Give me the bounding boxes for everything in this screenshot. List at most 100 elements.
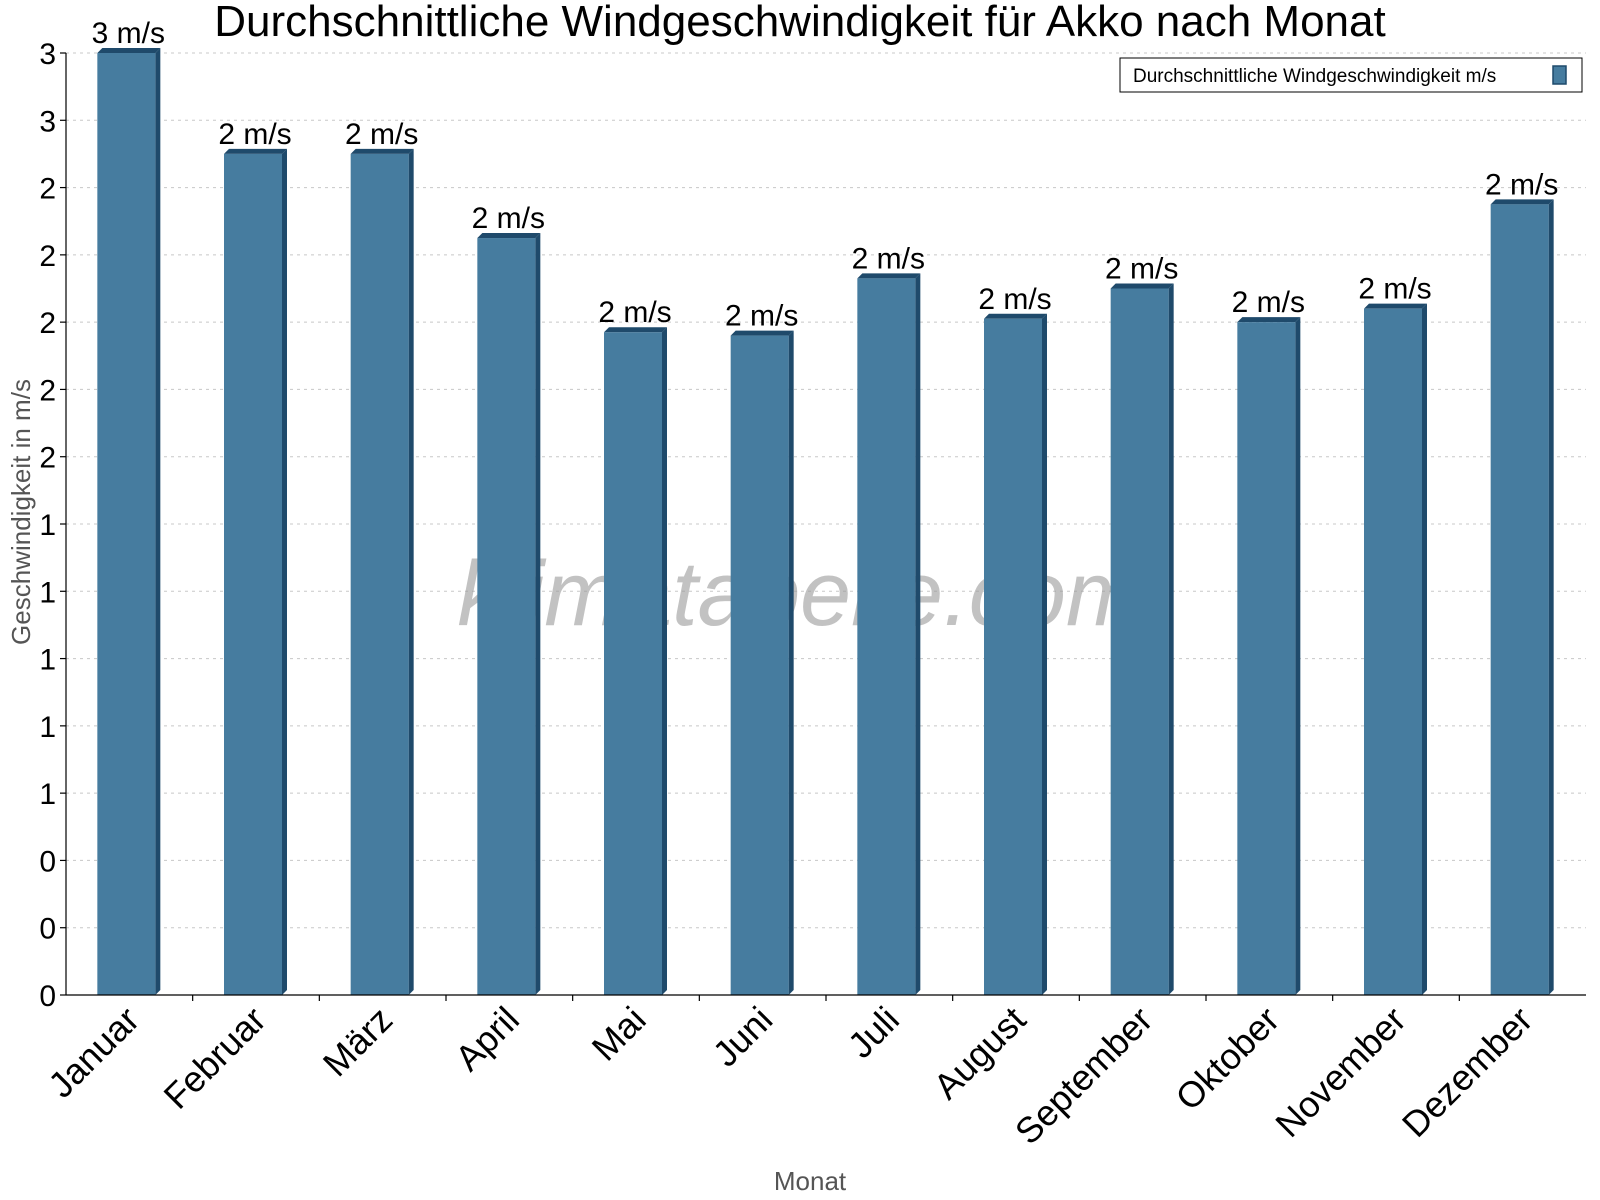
- bar-value-label: 2 m/s: [218, 118, 291, 151]
- x-axis-label: Monat: [774, 1166, 847, 1196]
- legend-swatch: [1552, 65, 1567, 85]
- bar-side: [1295, 317, 1301, 996]
- bar-side: [788, 330, 794, 996]
- bar: [224, 153, 282, 995]
- bar-value-label: 2 m/s: [472, 202, 545, 235]
- bar-value-label: 2 m/s: [852, 242, 925, 275]
- bar-group: 2 m/s: [598, 296, 672, 995]
- bar-top: [730, 330, 794, 336]
- y-tick-label: 2: [39, 374, 56, 407]
- bar-side: [535, 233, 541, 996]
- bar-top: [224, 148, 287, 154]
- y-tick-label: 2: [39, 442, 56, 475]
- bar: [97, 53, 156, 995]
- bar-value-label: 2 m/s: [598, 296, 671, 329]
- bar-top: [1110, 283, 1174, 289]
- bar-top: [604, 327, 667, 333]
- legend-box: [1119, 57, 1583, 93]
- y-tick-label: 2: [39, 307, 56, 340]
- bar-group: 2 m/s: [472, 202, 545, 996]
- bar-group: 2 m/s: [1232, 286, 1305, 996]
- x-tick-label: September: [1007, 999, 1161, 1153]
- bar: [604, 332, 662, 995]
- x-tick-label: Januar: [40, 999, 147, 1106]
- bar: [1237, 322, 1296, 996]
- bar-top: [984, 313, 1047, 319]
- bar: [1110, 288, 1169, 995]
- y-tick-label: 3: [39, 105, 56, 138]
- bar-top: [477, 233, 541, 239]
- y-tick-label: 3: [39, 38, 56, 71]
- y-tick-label: 0: [39, 913, 56, 946]
- bar-top: [350, 148, 414, 154]
- axes: [60, 52, 1586, 1001]
- bars: 3 m/s 2 m/s 2 m/s 2 m/s 2 m/s 2 m/s 2 m/s 2 m/s…: [92, 17, 1558, 996]
- x-tick-label: November: [1267, 999, 1413, 1145]
- bar: [477, 238, 536, 996]
- bar-value-label: 2 m/s: [1232, 286, 1305, 319]
- bar-side: [1042, 313, 1047, 995]
- x-tick-label: Mai: [584, 999, 654, 1069]
- bar-group: 2 m/s: [1358, 273, 1432, 996]
- bar: [350, 153, 409, 995]
- bar-top: [857, 273, 921, 279]
- x-tick-label: Oktober: [1167, 999, 1287, 1119]
- y-axis-label: Geschwindigkeit in m/s: [6, 379, 36, 645]
- y-tick-labels: 0 0 0 1 1 1 1 1 2 2 2 2 2 3 3: [39, 38, 56, 1013]
- x-tick-label: Februar: [156, 999, 274, 1117]
- bar-group: 2 m/s: [1485, 168, 1558, 996]
- bar-group: 2 m/s: [218, 118, 292, 995]
- bar: [730, 335, 789, 996]
- x-tick-label: Juni: [705, 999, 781, 1075]
- bar-side: [282, 148, 287, 995]
- bar-side: [662, 327, 667, 995]
- bar-side: [1422, 303, 1427, 996]
- bar-value-label: 2 m/s: [1105, 253, 1178, 286]
- bar: [857, 278, 916, 996]
- chart-title: Durchschnittliche Windgeschwindigkeit fü…: [214, 0, 1385, 46]
- y-tick-label: 1: [39, 576, 56, 609]
- bar-value-label: 3 m/s: [92, 17, 165, 50]
- bar-top: [97, 48, 161, 53]
- legend: Durchschnittliche Windgeschwindigkeit m/…: [1119, 57, 1583, 93]
- bar-side: [915, 273, 921, 996]
- bar-group: 2 m/s: [978, 283, 1052, 995]
- y-tick-label: 0: [39, 980, 56, 1013]
- bar-group: 3 m/s: [92, 17, 165, 995]
- y-tick-label: 2: [39, 173, 56, 206]
- bar: [1364, 308, 1422, 996]
- bar-top: [1490, 199, 1554, 205]
- bar-side: [1548, 199, 1554, 996]
- bar-group: 2 m/s: [852, 242, 925, 996]
- y-tick-label: 2: [39, 240, 56, 273]
- x-tick-label: August: [925, 999, 1033, 1107]
- y-tick-label: 0: [39, 845, 56, 878]
- bar-value-label: 2 m/s: [1358, 273, 1431, 306]
- bar-side: [1168, 283, 1174, 995]
- bar-value-label: 2 m/s: [1485, 168, 1558, 201]
- gridlines: [66, 52, 1586, 929]
- x-tick-labels: Januar Februar März April Mai Juni Juli AugustS…: [40, 999, 1540, 1153]
- bar: [1490, 204, 1549, 996]
- bar-side: [408, 148, 414, 995]
- x-tick-label: Juli: [840, 999, 907, 1066]
- bar-value-label: 2 m/s: [725, 300, 798, 333]
- bar-value-label: 2 m/s: [345, 118, 418, 151]
- x-tick-label: Dezember: [1394, 999, 1540, 1145]
- bar-top: [1237, 317, 1301, 323]
- bar-top: [1364, 303, 1427, 309]
- y-tick-label: 1: [39, 711, 56, 744]
- bar-side: [155, 48, 161, 995]
- y-tick-label: 1: [39, 778, 56, 811]
- bar-group: 2 m/s: [345, 118, 418, 995]
- bar-group: 2 m/s: [1105, 253, 1178, 995]
- bar-value-label: 2 m/s: [978, 283, 1051, 316]
- bar-group: 2 m/s: [725, 300, 798, 996]
- y-tick-label: 1: [39, 644, 56, 677]
- bar: [984, 318, 1042, 995]
- x-tick-label: April: [447, 999, 527, 1079]
- legend-entry-label: Durchschnittliche Windgeschwindigkeit m/…: [1133, 66, 1496, 87]
- y-tick-label: 1: [39, 509, 56, 542]
- x-tick-label: März: [315, 999, 401, 1085]
